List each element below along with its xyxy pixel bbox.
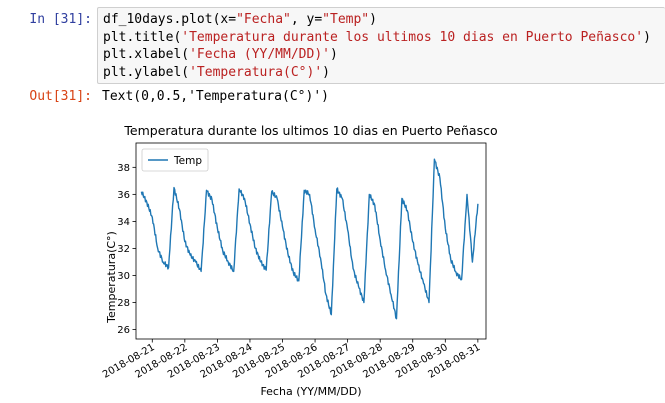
legend-label: Temp	[173, 155, 202, 167]
code-line-1: df_10days.plot(x="Fecha", y="Temp")	[103, 12, 377, 27]
output-text: Text(0,0.5,'Temperatura(C°)')	[102, 89, 329, 104]
legend: Temp	[141, 148, 209, 172]
y-tick-label: 38	[117, 163, 130, 174]
y-tick-label: 28	[117, 298, 130, 309]
code-line-2: plt.title('Temperatura durante los ultim…	[103, 29, 651, 45]
x-axis-label: Fecha (YY/MM/DD)	[260, 385, 361, 398]
series-line-temp	[140, 158, 479, 320]
y-tick-label: 26	[117, 325, 130, 336]
legend-box	[141, 148, 209, 172]
series-layer	[140, 158, 479, 320]
input-cell[interactable]: In [31]: df_10days.plot(x="Fecha", y="Te…	[0, 7, 665, 84]
plot-frame	[135, 142, 487, 340]
code-line-3: plt.xlabel('Fecha (YY/MM/DD)')	[103, 47, 338, 62]
y-tick-label: 34	[117, 217, 130, 228]
code-line-4: plt.ylabel('Temperatura(C°)')	[103, 64, 330, 80]
axes: 262830323436382018-08-212018-08-222018-0…	[101, 142, 487, 381]
y-tick-label: 30	[117, 271, 130, 282]
chart-title: Temperatura durante los ultimos 10 dias …	[123, 123, 497, 138]
y-axis-label: Temperatura(C°)	[105, 231, 118, 324]
y-tick-label: 36	[117, 190, 130, 201]
output-prompt: Out[31]:	[29, 89, 92, 104]
input-prompt: In [31]:	[29, 12, 92, 27]
y-tick-label: 32	[117, 244, 130, 255]
code-editor[interactable]: df_10days.plot(x="Fecha", y="Temp") plt.…	[97, 7, 665, 84]
temperature-line-chart: Temperatura durante los ultimos 10 dias …	[101, 123, 497, 398]
output-cell: Out[31]: Text(0,0.5,'Temperatura(C°)')	[0, 88, 665, 403]
